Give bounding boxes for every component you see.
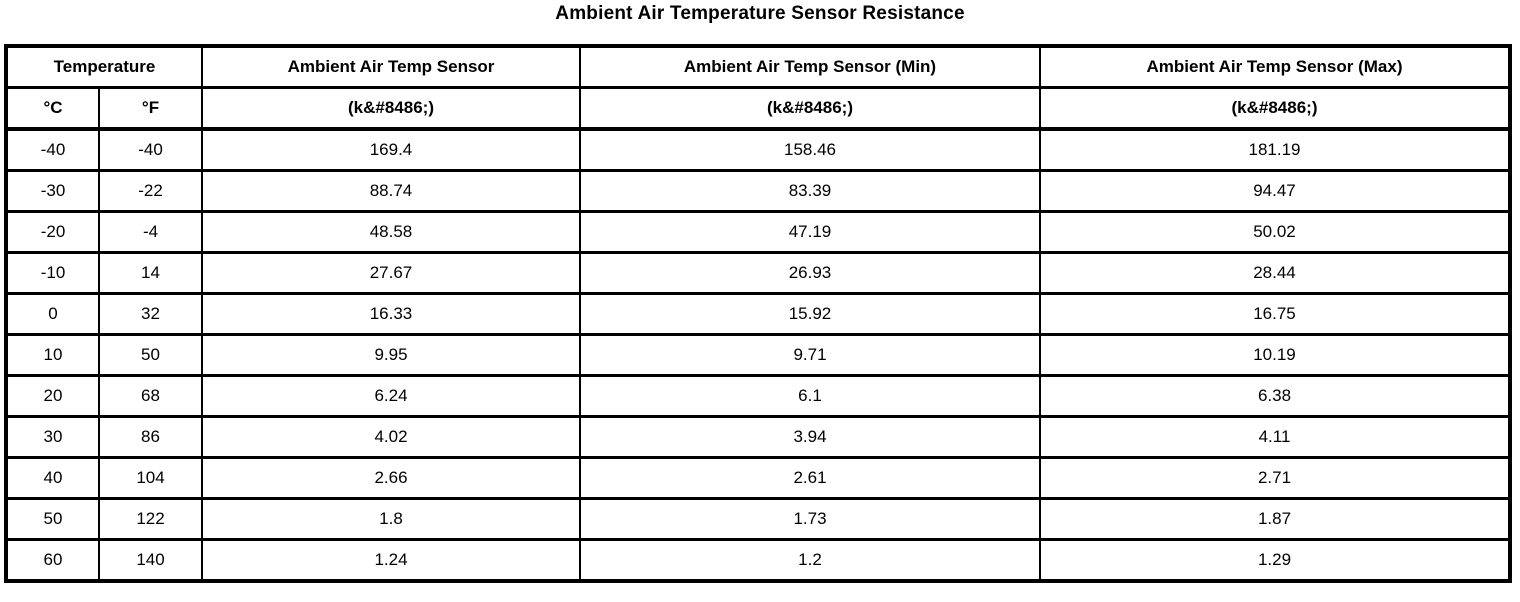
sensor-min-cell: 15.92 (579, 292, 1041, 336)
table-body: -40 -40 169.4 158.46 181.19 -30 -22 88.7… (5, 127, 1511, 583)
sensor-min-unit-label: (k&#8486;) (579, 86, 1041, 131)
temp-c-cell: 20 (5, 374, 100, 418)
sensor-value-cell: 2.66 (201, 456, 581, 500)
sensor-min-cell: 2.61 (579, 456, 1041, 500)
table-row: 60 140 1.24 1.2 1.29 (5, 538, 1511, 583)
sensor-min-cell: 83.39 (579, 169, 1041, 213)
temp-f-cell: 32 (98, 292, 203, 336)
temp-c-cell: 60 (5, 538, 100, 583)
sensor-value-cell: 27.67 (201, 251, 581, 295)
table-header: Temperature Ambient Air Temp Sensor Ambi… (5, 44, 1511, 131)
table-row: 0 32 16.33 15.92 16.75 (5, 292, 1511, 336)
sensor-max-cell: 10.19 (1039, 333, 1511, 377)
sensor-value-cell: 4.02 (201, 415, 581, 459)
sensor-max-cell: 16.75 (1039, 292, 1511, 336)
temp-c-cell: -20 (5, 210, 100, 254)
sensor-value-cell: 88.74 (201, 169, 581, 213)
table-row: 20 68 6.24 6.1 6.38 (5, 374, 1511, 418)
sensor-resistance-table: Temperature Ambient Air Temp Sensor Ambi… (4, 44, 1512, 583)
celsius-header: °C (5, 86, 100, 131)
header-row-labels: Temperature Ambient Air Temp Sensor Ambi… (5, 44, 1511, 89)
sensor-max-cell: 2.71 (1039, 456, 1511, 500)
sensor-value-cell: 1.8 (201, 497, 581, 541)
sensor-min-cell: 9.71 (579, 333, 1041, 377)
temp-f-cell: 50 (98, 333, 203, 377)
sensor-max-cell: 28.44 (1039, 251, 1511, 295)
sensor-max-cell: 6.38 (1039, 374, 1511, 418)
temp-c-cell: 40 (5, 456, 100, 500)
temp-c-cell: 30 (5, 415, 100, 459)
sensor-max-cell: 1.29 (1039, 538, 1511, 583)
sensor-min-cell: 47.19 (579, 210, 1041, 254)
table-row: 10 50 9.95 9.71 10.19 (5, 333, 1511, 377)
sensor-max-unit-label: (k&#8486;) (1039, 86, 1511, 131)
temp-f-cell: -40 (98, 127, 203, 172)
table-row: -20 -4 48.58 47.19 50.02 (5, 210, 1511, 254)
temp-c-cell: -10 (5, 251, 100, 295)
temperature-header: Temperature (5, 44, 203, 89)
sensor-min-cell: 1.2 (579, 538, 1041, 583)
temp-f-cell: 86 (98, 415, 203, 459)
sensor-min-header: Ambient Air Temp Sensor (Min) (579, 44, 1041, 89)
temp-c-cell: -40 (5, 127, 100, 172)
temp-f-cell: 104 (98, 456, 203, 500)
sensor-min-cell: 26.93 (579, 251, 1041, 295)
sensor-value-cell: 16.33 (201, 292, 581, 336)
sensor-min-cell: 1.73 (579, 497, 1041, 541)
temp-f-cell: 14 (98, 251, 203, 295)
sensor-min-cell: 3.94 (579, 415, 1041, 459)
sensor-unit-label: (k&#8486;) (201, 86, 581, 131)
sensor-max-cell: 94.47 (1039, 169, 1511, 213)
sensor-header: Ambient Air Temp Sensor (201, 44, 581, 89)
sensor-value-cell: 1.24 (201, 538, 581, 583)
temp-c-cell: 10 (5, 333, 100, 377)
temp-f-cell: -22 (98, 169, 203, 213)
table-row: 50 122 1.8 1.73 1.87 (5, 497, 1511, 541)
table-row: 40 104 2.66 2.61 2.71 (5, 456, 1511, 500)
sensor-value-cell: 6.24 (201, 374, 581, 418)
temp-f-cell: -4 (98, 210, 203, 254)
sensor-min-cell: 158.46 (579, 127, 1041, 172)
sensor-max-cell: 181.19 (1039, 127, 1511, 172)
table-row: -40 -40 169.4 158.46 181.19 (5, 127, 1511, 172)
sensor-min-cell: 6.1 (579, 374, 1041, 418)
sensor-value-cell: 9.95 (201, 333, 581, 377)
table-row: -10 14 27.67 26.93 28.44 (5, 251, 1511, 295)
table-row: -30 -22 88.74 83.39 94.47 (5, 169, 1511, 213)
temp-f-cell: 140 (98, 538, 203, 583)
temp-f-cell: 68 (98, 374, 203, 418)
sensor-value-cell: 48.58 (201, 210, 581, 254)
table-row: 30 86 4.02 3.94 4.11 (5, 415, 1511, 459)
sensor-max-header: Ambient Air Temp Sensor (Max) (1039, 44, 1511, 89)
sensor-max-cell: 50.02 (1039, 210, 1511, 254)
page-title: Ambient Air Temperature Sensor Resistanc… (555, 3, 965, 24)
temp-c-cell: -30 (5, 169, 100, 213)
sensor-max-cell: 1.87 (1039, 497, 1511, 541)
temp-c-cell: 50 (5, 497, 100, 541)
sensor-max-cell: 4.11 (1039, 415, 1511, 459)
temp-f-cell: 122 (98, 497, 203, 541)
sensor-value-cell: 169.4 (201, 127, 581, 172)
temp-c-cell: 0 (5, 292, 100, 336)
fahrenheit-header: °F (98, 86, 203, 131)
header-row-units: °C °F (k&#8486;) (k&#8486;) (k&#8486;) (5, 86, 1511, 131)
